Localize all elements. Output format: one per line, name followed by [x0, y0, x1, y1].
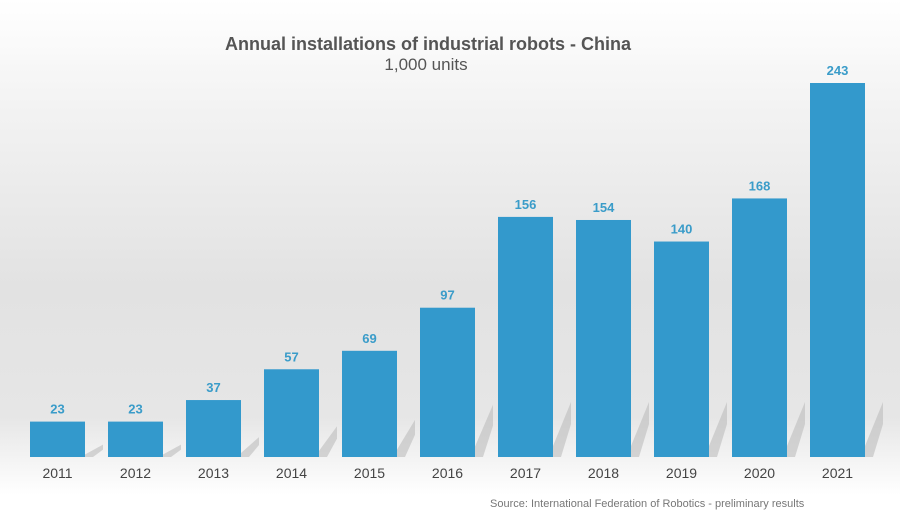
bar-shadow — [397, 419, 415, 457]
data-label-2018: 154 — [593, 200, 615, 215]
bar-2020 — [732, 198, 787, 457]
data-label-2015: 69 — [362, 331, 376, 346]
bar-shadow — [163, 444, 181, 457]
bar-shadow — [319, 426, 337, 457]
bar-shadow — [85, 444, 103, 457]
bar-shadow — [787, 402, 805, 457]
data-label-2013: 37 — [206, 380, 220, 395]
chart-title: Annual installations of industrial robot… — [225, 34, 632, 54]
bar-2016 — [420, 307, 475, 457]
bar-2021 — [810, 83, 865, 457]
x-tick-2013: 2013 — [198, 465, 229, 481]
x-tick-2012: 2012 — [120, 465, 151, 481]
data-label-2021: 243 — [827, 63, 849, 78]
x-tick-2016: 2016 — [432, 465, 463, 481]
bar-2013 — [186, 400, 241, 457]
bar-shadow — [241, 437, 259, 457]
bar-shadow — [631, 402, 649, 457]
source-note: Source: International Federation of Robo… — [490, 498, 805, 510]
x-tick-2011: 2011 — [42, 465, 72, 481]
x-tick-2021: 2021 — [822, 465, 853, 481]
bar-2015 — [342, 350, 397, 457]
x-tick-2015: 2015 — [354, 465, 385, 481]
bar-2014 — [264, 369, 319, 457]
bar-2011 — [30, 421, 85, 457]
x-tick-2014: 2014 — [276, 465, 307, 481]
x-tick-2019: 2019 — [666, 465, 697, 481]
bar-2018 — [576, 219, 631, 457]
x-tick-2020: 2020 — [744, 465, 775, 481]
bar-2012 — [108, 421, 163, 457]
bar-2017 — [498, 216, 553, 457]
bar-shadow — [475, 404, 493, 457]
x-tick-2017: 2017 — [510, 465, 541, 481]
bar-shadow — [709, 402, 727, 457]
data-label-2014: 57 — [284, 349, 298, 364]
data-label-2020: 168 — [749, 178, 771, 193]
data-label-2012: 23 — [128, 402, 142, 417]
data-label-2011: 23 — [50, 402, 64, 417]
x-tick-2018: 2018 — [588, 465, 619, 481]
bar-shadow — [553, 402, 571, 457]
data-label-2017: 156 — [515, 197, 537, 212]
data-label-2019: 140 — [671, 222, 693, 237]
chart-subtitle: 1,000 units — [384, 55, 467, 74]
bar-2019 — [654, 241, 709, 457]
data-label-2016: 97 — [440, 288, 454, 303]
bar-shadow — [865, 402, 883, 457]
